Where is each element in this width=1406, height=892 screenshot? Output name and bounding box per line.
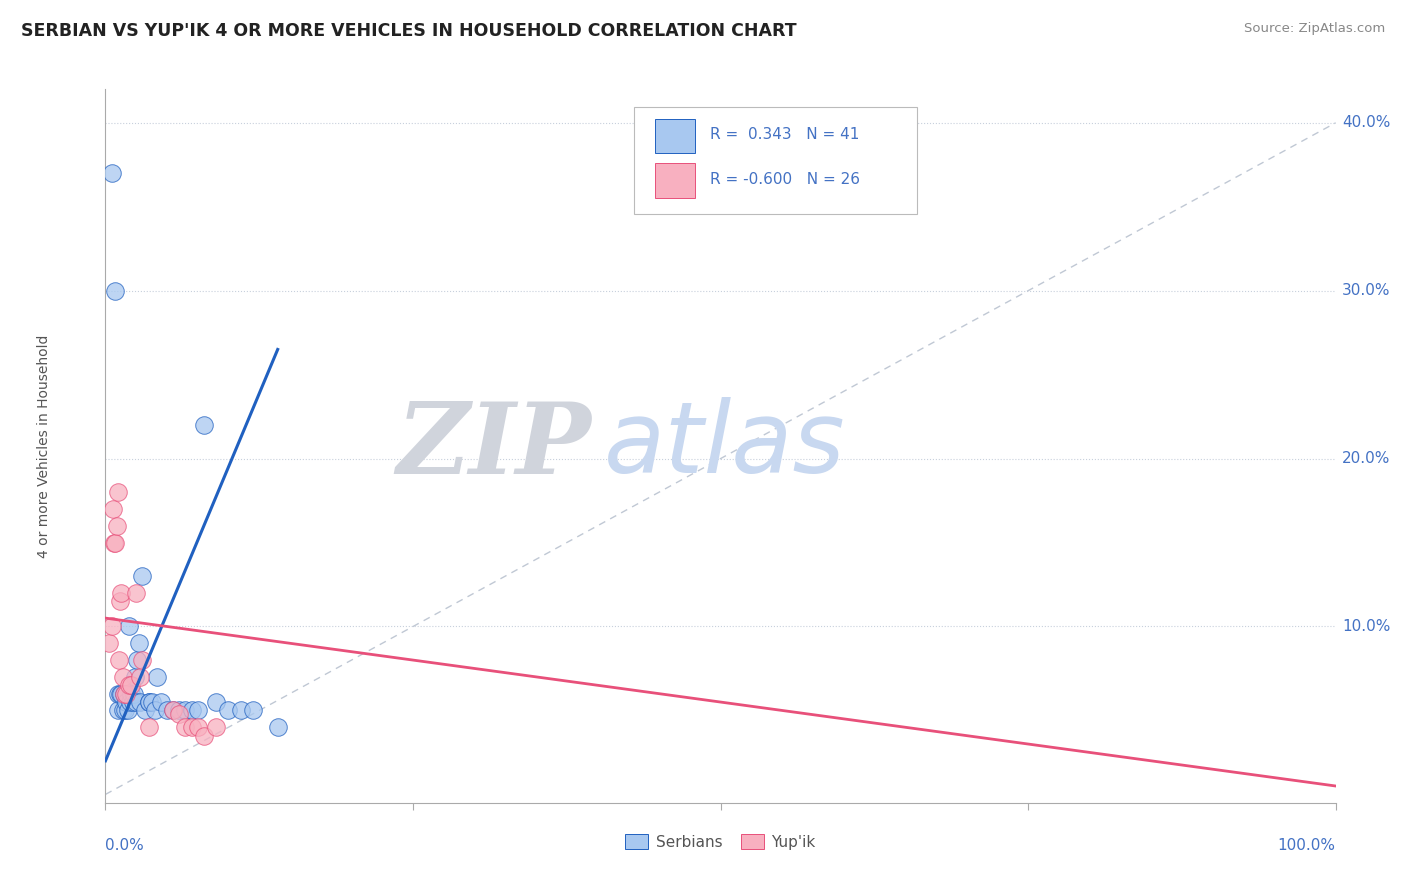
Point — [118, 678, 141, 692]
Point — [174, 703, 197, 717]
Point — [138, 720, 160, 734]
Point — [162, 703, 184, 717]
Point — [117, 703, 139, 717]
Point — [107, 687, 129, 701]
Point — [107, 485, 129, 500]
Text: 0.0%: 0.0% — [105, 838, 145, 854]
Point — [138, 695, 160, 709]
Point — [193, 729, 215, 743]
Point — [103, 535, 125, 549]
Point — [104, 535, 127, 549]
Text: atlas: atlas — [603, 398, 845, 494]
Point — [107, 703, 129, 717]
Point — [143, 703, 166, 717]
Point — [110, 687, 132, 701]
Text: 30.0%: 30.0% — [1341, 283, 1391, 298]
Point — [156, 703, 179, 717]
Point — [129, 670, 152, 684]
Point — [122, 687, 145, 701]
Point — [131, 569, 153, 583]
Point — [125, 586, 148, 600]
Text: Source: ZipAtlas.com: Source: ZipAtlas.com — [1244, 22, 1385, 36]
Point — [105, 518, 128, 533]
Point — [101, 502, 124, 516]
Point — [111, 703, 134, 717]
Point — [218, 703, 240, 717]
Text: R = -0.600   N = 26: R = -0.600 N = 26 — [710, 171, 859, 186]
Point — [125, 695, 148, 709]
Point — [120, 687, 142, 701]
Point — [111, 670, 134, 684]
Point — [118, 619, 141, 633]
Point — [112, 687, 135, 701]
Point — [169, 706, 191, 721]
Point — [205, 695, 228, 709]
Point — [110, 586, 132, 600]
Point — [138, 695, 160, 709]
Text: 20.0%: 20.0% — [1341, 451, 1391, 467]
FancyBboxPatch shape — [634, 107, 918, 214]
Point — [110, 687, 132, 701]
Text: 4 or more Vehicles in Household: 4 or more Vehicles in Household — [37, 334, 51, 558]
Point — [121, 695, 143, 709]
Text: 100.0%: 100.0% — [1278, 838, 1336, 854]
Point — [180, 703, 202, 717]
FancyBboxPatch shape — [655, 163, 695, 198]
Point — [193, 417, 215, 432]
Point — [187, 720, 209, 734]
Text: ZIP: ZIP — [396, 398, 592, 494]
Point — [114, 703, 136, 717]
Point — [267, 720, 290, 734]
Point — [124, 670, 146, 684]
FancyBboxPatch shape — [655, 120, 695, 153]
Point — [100, 619, 122, 633]
Point — [108, 653, 131, 667]
Point — [128, 636, 150, 650]
Text: 40.0%: 40.0% — [1341, 115, 1391, 130]
Point — [242, 703, 264, 717]
Point — [98, 636, 121, 650]
Point — [129, 695, 152, 709]
Text: R =  0.343   N = 41: R = 0.343 N = 41 — [710, 128, 859, 143]
Point — [120, 678, 142, 692]
Legend: Serbians, Yup'ik: Serbians, Yup'ik — [619, 828, 823, 855]
Point — [162, 703, 184, 717]
Point — [127, 653, 149, 667]
Point — [141, 695, 163, 709]
Text: 10.0%: 10.0% — [1341, 619, 1391, 634]
Point — [120, 695, 141, 709]
Point — [169, 703, 191, 717]
Point — [104, 284, 127, 298]
Point — [180, 720, 202, 734]
Text: SERBIAN VS YUP'IK 4 OR MORE VEHICLES IN HOUSEHOLD CORRELATION CHART: SERBIAN VS YUP'IK 4 OR MORE VEHICLES IN … — [21, 22, 797, 40]
Point — [187, 703, 209, 717]
Point — [110, 594, 132, 608]
Point — [205, 720, 228, 734]
Point — [131, 653, 153, 667]
Point — [100, 166, 122, 180]
Point — [174, 720, 197, 734]
Point — [134, 703, 156, 717]
Point — [229, 703, 252, 717]
Point — [149, 695, 172, 709]
Point — [146, 670, 169, 684]
Point — [115, 695, 138, 709]
Point — [115, 687, 138, 701]
Point — [112, 687, 135, 701]
